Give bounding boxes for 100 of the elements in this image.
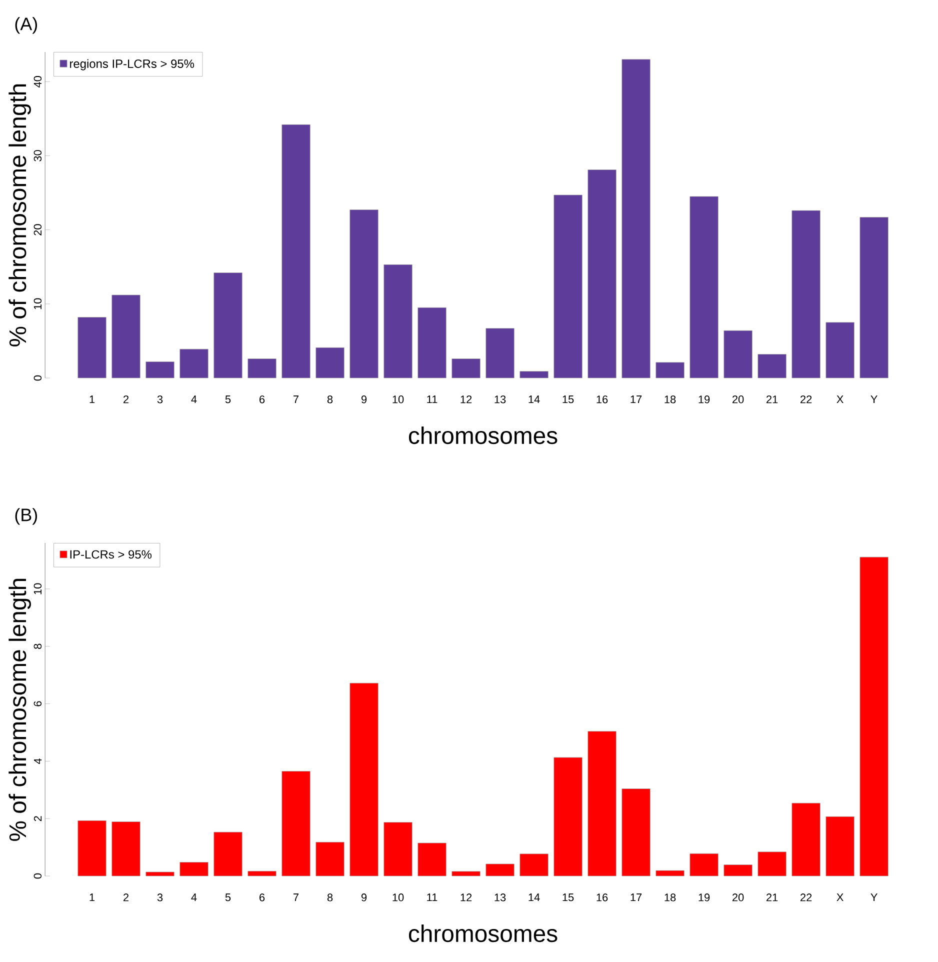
x-tick-label: 13 [494, 894, 506, 902]
bar [860, 217, 888, 378]
bar [758, 354, 786, 378]
bar [418, 842, 446, 876]
bar [180, 348, 208, 378]
x-tick-label: 12 [460, 894, 472, 902]
bar [622, 59, 650, 378]
bar [860, 556, 888, 876]
bar [486, 864, 514, 876]
x-tick-label: 3 [157, 894, 163, 902]
y-tick-label: 40 [34, 76, 42, 88]
bar [690, 853, 718, 876]
x-tick-label: 1 [90, 396, 95, 404]
legend-label: IP-LCRs > 95% [70, 550, 152, 559]
bar [554, 194, 582, 378]
bar [588, 170, 616, 378]
bar [792, 210, 820, 378]
bar [724, 864, 752, 876]
x-tick-label: 15 [562, 396, 574, 404]
y-tick-label: 8 [34, 644, 42, 649]
bar [792, 802, 820, 876]
x-tick-label: X [836, 894, 844, 902]
bar [826, 322, 854, 378]
y-tick-label: 0 [34, 873, 42, 879]
x-tick-label: 14 [528, 894, 540, 902]
bar [622, 788, 650, 876]
x-tick-label: 5 [225, 894, 231, 902]
bar [554, 757, 582, 876]
bar [384, 822, 412, 876]
bar [78, 820, 106, 876]
x-tick-label: 5 [225, 396, 231, 404]
bar [350, 682, 378, 876]
x-tick-label: Y [870, 894, 878, 902]
bar [452, 871, 480, 876]
bar [78, 317, 106, 378]
x-tick-label: 20 [732, 396, 744, 404]
x-tick-label: 18 [664, 396, 676, 404]
bar [350, 210, 378, 378]
bar [248, 358, 276, 378]
x-tick-label: 12 [460, 396, 472, 404]
x-tick-label: 21 [766, 894, 778, 902]
x-tick-label: 15 [562, 894, 574, 902]
bar [758, 852, 786, 876]
bar [316, 842, 344, 876]
y-tick-label: 10 [34, 583, 42, 594]
x-tick-label: 10 [392, 396, 404, 404]
x-tick-label: 1 [90, 894, 95, 902]
bar [826, 816, 854, 876]
chart-title: (A) [15, 17, 37, 34]
x-tick-label: 17 [630, 396, 642, 404]
bar [112, 294, 140, 378]
bar [690, 196, 718, 378]
x-tick-label: 7 [294, 894, 299, 902]
y-tick-label: 30 [34, 150, 42, 162]
x-axis-title: chromosomes [408, 426, 558, 444]
x-tick-label: 14 [528, 396, 540, 404]
bar [486, 328, 514, 378]
x-tick-label: 8 [327, 894, 333, 902]
bar [656, 870, 684, 876]
bar [520, 854, 548, 876]
bar [214, 832, 242, 876]
y-tick-label: 0 [34, 375, 42, 381]
x-tick-label: 2 [124, 396, 129, 404]
x-tick-label: 8 [327, 396, 333, 404]
bar [248, 870, 276, 876]
x-tick-label: 21 [766, 396, 778, 404]
x-tick-label: 6 [260, 894, 265, 902]
bar [418, 307, 446, 378]
x-axis-title: chromosomes [408, 924, 558, 942]
x-tick-label: X [836, 396, 844, 404]
x-tick-label: 9 [361, 396, 367, 404]
bar [146, 872, 174, 876]
y-tick-label: 20 [34, 224, 42, 236]
bar [452, 358, 480, 378]
x-tick-label: 22 [800, 894, 812, 902]
y-tick-label: 2 [34, 816, 42, 822]
x-tick-label: 16 [596, 894, 608, 902]
legend-label: regions IP-LCRs > 95% [70, 59, 194, 70]
y-tick-label: 4 [34, 758, 42, 764]
x-tick-label: 17 [630, 894, 642, 902]
bar [112, 822, 140, 876]
x-tick-label: 4 [191, 894, 197, 902]
bar [384, 264, 412, 378]
bar [214, 272, 242, 378]
x-tick-label: 20 [732, 894, 744, 902]
x-tick-label: 16 [596, 396, 608, 404]
x-tick-label: 9 [361, 894, 367, 902]
bar [282, 771, 310, 876]
bar [520, 371, 548, 378]
y-tick-label: 6 [34, 701, 42, 706]
x-tick-label: 19 [698, 894, 710, 902]
x-tick-label: 6 [260, 396, 265, 404]
x-tick-label: 7 [294, 396, 299, 404]
x-tick-label: 11 [427, 894, 438, 902]
bar [588, 731, 616, 876]
x-tick-label: 3 [157, 396, 163, 404]
x-tick-label: 13 [494, 396, 506, 404]
x-tick-label: 11 [427, 396, 438, 404]
y-axis-title: % of chromosome length [8, 578, 31, 841]
bar [282, 124, 310, 378]
